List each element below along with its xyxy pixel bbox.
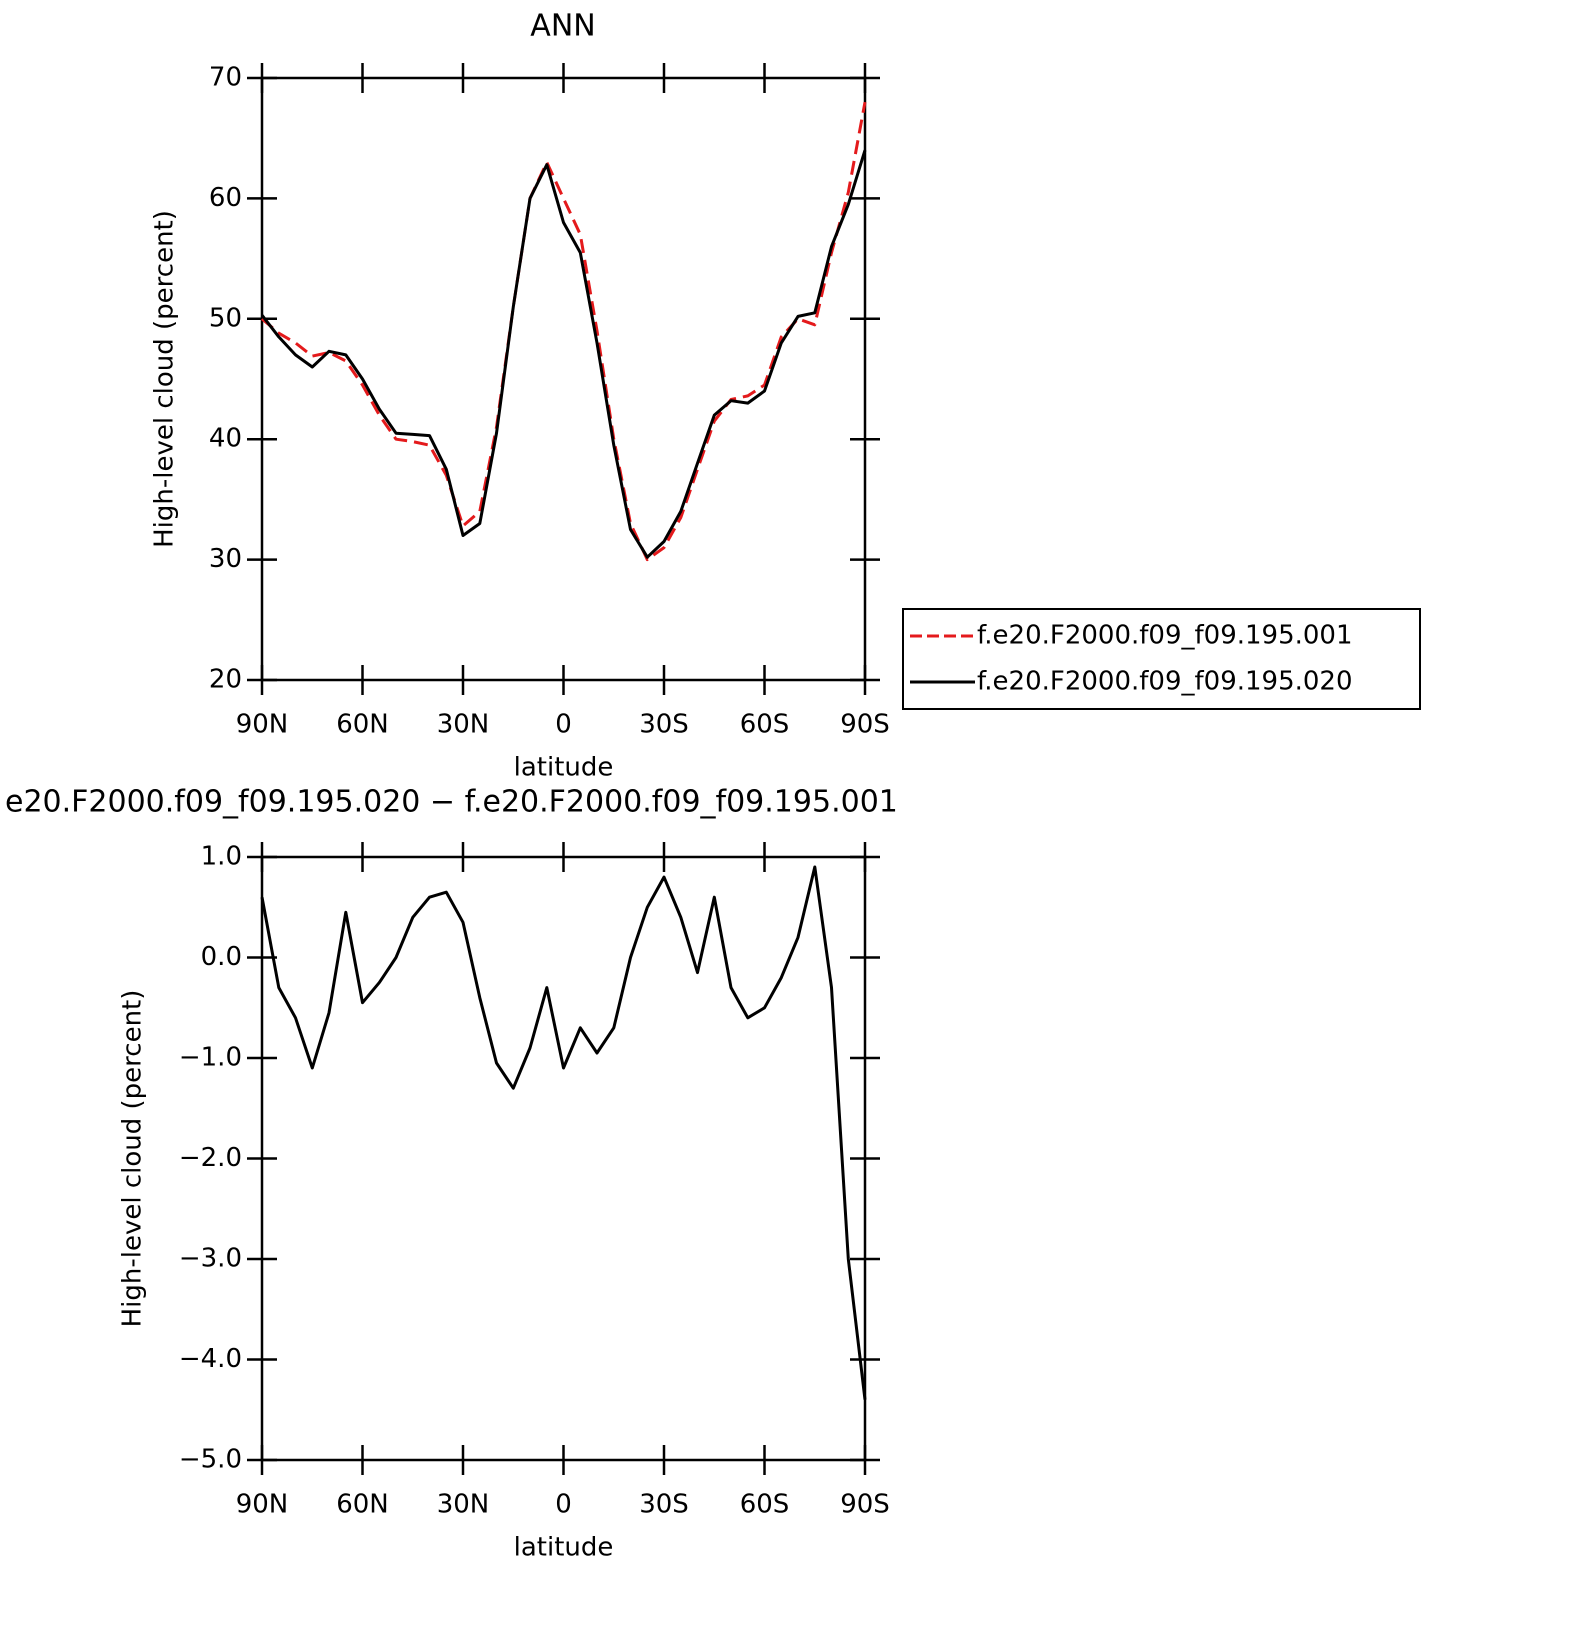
y-tick-label: 30 [209, 544, 242, 574]
x-tick-label: 60N [336, 1490, 389, 1520]
y-tick-label: 50 [209, 303, 242, 333]
chart-title: e20.F2000.f09_f09.195.020 − f.e20.F2000.… [5, 785, 898, 820]
y-tick-label: 60 [209, 183, 242, 213]
legend-label: f.e20.F2000.f09_f09.195.001 [977, 621, 1353, 651]
plot-frame [260, 76, 867, 682]
x-tick-label: 0 [555, 710, 572, 740]
legend-label: f.e20.F2000.f09_f09.195.020 [977, 667, 1353, 697]
y-tick-label: 40 [209, 424, 242, 454]
legend-box [902, 608, 1421, 710]
x-tick-label: 90N [236, 1490, 289, 1520]
data-line [261, 101, 867, 562]
x-tick-label: 60S [740, 1490, 790, 1520]
x-axis-label: latitude [514, 753, 614, 783]
y-tick-label: −2.0 [179, 1143, 242, 1173]
x-tick-label: 90S [840, 1490, 890, 1520]
data-line [260, 149, 867, 559]
y-axis-label: High-level cloud (percent) [118, 990, 148, 1328]
x-tick-label: 90N [236, 710, 289, 740]
x-tick-label: 0 [555, 1490, 572, 1520]
y-tick-label: 20 [209, 665, 242, 695]
y-tick-label: −3.0 [179, 1244, 242, 1274]
y-tick-label: −1.0 [179, 1043, 242, 1073]
x-tick-label: 30N [437, 710, 490, 740]
x-tick-label: 30N [437, 1490, 490, 1520]
x-axis-label: latitude [514, 1533, 614, 1563]
plot-frame [260, 855, 867, 1462]
y-axis-label: High-level cloud (percent) [150, 210, 180, 548]
x-tick-label: 60S [740, 710, 790, 740]
x-tick-label: 60N [336, 710, 389, 740]
y-tick-label: 0.0 [201, 942, 242, 972]
y-tick-label: −4.0 [179, 1344, 242, 1374]
data-line [260, 865, 867, 1400]
y-tick-label: 1.0 [201, 842, 242, 872]
x-tick-label: 30S [639, 1490, 689, 1520]
chart-title: ANN [530, 9, 595, 44]
x-tick-label: 90S [840, 710, 890, 740]
y-tick-label: 70 [209, 63, 242, 93]
y-tick-label: −5.0 [179, 1445, 242, 1475]
x-tick-label: 30S [639, 710, 689, 740]
